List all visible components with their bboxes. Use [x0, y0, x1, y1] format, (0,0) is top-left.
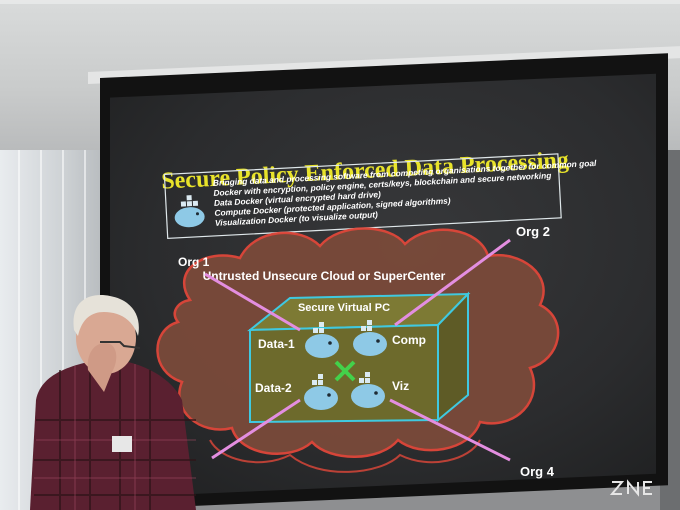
ceiling-beam [0, 0, 680, 4]
org2-label: Org 2 [516, 224, 550, 239]
container-viz: Viz [392, 379, 409, 393]
org4-label: Org 4 [520, 464, 555, 479]
docker-whale-icon [304, 374, 338, 410]
org2-link [394, 238, 511, 327]
curtain-fold [18, 150, 20, 510]
vpc-label: Secure Virtual PC [298, 302, 390, 314]
curtain-fold [62, 150, 64, 510]
org1-label: Org 1 [178, 255, 210, 269]
container-comp: Comp [392, 333, 426, 347]
org1-link [204, 272, 301, 332]
cloud-inner-outline [209, 439, 481, 473]
cross-connect-icon [334, 360, 356, 382]
cloud-label: Untrusted Unsecure Cloud or SuperCenter [203, 269, 446, 283]
org4-link [389, 398, 511, 462]
docker-whale-icon [305, 322, 339, 358]
container-data1: Data-1 [258, 337, 295, 351]
container-data2: Data-2 [255, 381, 292, 395]
org3-link [211, 398, 301, 460]
curtain-fold [40, 150, 42, 510]
docker-whale-icon [351, 372, 385, 408]
docker-whale-icon [353, 320, 387, 356]
sne-logo [609, 479, 652, 497]
docker-whale-icon [174, 195, 205, 228]
